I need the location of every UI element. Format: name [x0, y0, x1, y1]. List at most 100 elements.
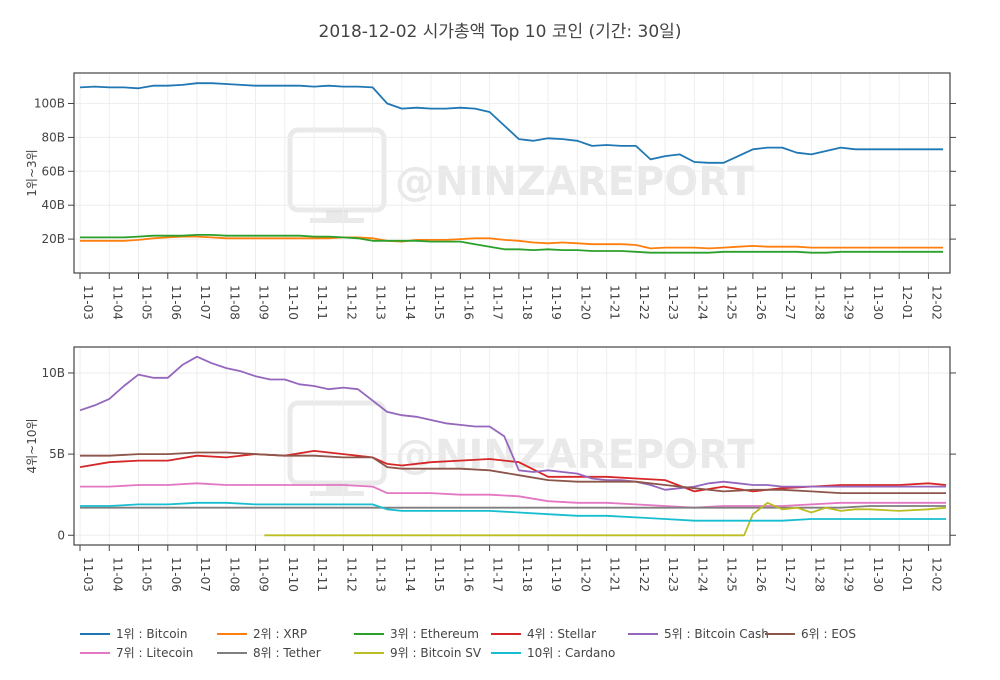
legend-item[interactable]: 6위 : EOS	[765, 627, 856, 641]
chart-title: 2018-12-02 시가총액 Top 10 코인 (기간: 30일)	[319, 22, 682, 42]
x-tick-label: 11-21	[608, 557, 622, 592]
series-line-6	[264, 501, 947, 537]
watermark-bottom: @NINZAREPORT	[287, 400, 755, 496]
x-tick-label: 11-26	[754, 285, 768, 320]
x-tick-label: 11-16	[461, 557, 475, 592]
y-tick-label: 80B	[41, 130, 65, 144]
x-tick-label: 11-07	[198, 557, 212, 592]
x-tick-label: 11-27	[783, 285, 797, 320]
x-tick-label: 11-23	[666, 557, 680, 592]
x-tick-label: 11-29	[842, 285, 856, 320]
y-tick-label: 40B	[41, 198, 65, 212]
x-tick-label: 12-02	[929, 557, 943, 592]
x-tick-label: 11-11	[315, 285, 329, 320]
x-tick-label: 11-29	[842, 557, 856, 592]
legend-label: 4위 : Stellar	[527, 627, 596, 641]
x-tick-label: 11-22	[637, 285, 651, 320]
legend: 1위 : Bitcoin 2위 : XRP 3위 : Ethereum 4위 : St…	[80, 627, 856, 660]
y-axis-label-top: 1위~3위	[25, 149, 39, 196]
plot-frame-bottom	[73, 346, 951, 546]
y-tick-label: 0	[57, 528, 65, 542]
legend-label: 10위 : Cardano	[527, 646, 615, 660]
plot-frame-top	[73, 72, 951, 274]
legend-item[interactable]: 1위 : Bitcoin	[80, 627, 188, 641]
legend-item[interactable]: 4위 : Stellar	[491, 627, 596, 641]
x-tick-label: 11-08	[227, 557, 241, 592]
x-tick-label: 11-13	[374, 285, 388, 320]
legend-item[interactable]: 3위 : Ethereum	[354, 627, 479, 641]
x-tick-label: 11-25	[725, 557, 739, 592]
x-tick-label: 11-04	[110, 557, 124, 592]
panel-top: @NINZAREPORT 11-03 11-04 11-05 11-06 11-07 11…	[25, 72, 956, 320]
legend-item[interactable]: 8위 : Tether	[217, 646, 321, 660]
y-tick-label: 100B	[34, 97, 65, 111]
x-tick-label: 11-28	[812, 557, 826, 592]
x-tick-label: 11-16	[461, 285, 475, 320]
y-tick-label: 5B	[49, 447, 65, 461]
legend-label: 7위 : Litecoin	[116, 646, 193, 660]
x-tick-label: 11-12	[344, 557, 358, 592]
x-tick-label: 11-24	[695, 285, 709, 320]
legend-label: 5위 : Bitcoin Cash	[664, 627, 769, 641]
legend-item[interactable]: 5위 : Bitcoin Cash	[628, 627, 769, 641]
x-tick-label: 11-30	[871, 557, 885, 592]
watermark-text-bottom: @NINZAREPORT	[395, 432, 755, 478]
legend-item[interactable]: 10위 : Cardano	[491, 646, 615, 660]
x-tick-label: 11-05	[140, 285, 154, 320]
x-tick-label: 11-11	[315, 557, 329, 592]
legend-label: 3위 : Ethereum	[390, 627, 479, 641]
watermark-top: @NINZAREPORT	[287, 127, 755, 223]
series-line-1	[79, 82, 944, 164]
x-tick-label: 11-19	[549, 557, 563, 592]
series-line-3	[80, 451, 946, 495]
legend-label: 8위 : Tether	[253, 646, 321, 660]
x-tick-label: 11-03	[81, 557, 95, 592]
series-line-2	[79, 355, 946, 491]
x-tick-label: 11-17	[491, 285, 505, 320]
x-tick-label: 11-18	[520, 285, 534, 320]
y-tick-label: 10B	[41, 366, 65, 380]
x-tick-label: 11-28	[812, 285, 826, 320]
x-tick-label: 11-10	[286, 557, 300, 592]
x-tick-label: 11-19	[549, 285, 563, 320]
x-tick-label: 11-20	[578, 557, 592, 592]
x-tick-label: 11-13	[374, 557, 388, 592]
x-tick-label: 11-07	[198, 285, 212, 320]
x-tick-label: 11-04	[110, 285, 124, 320]
x-tick-label: 11-18	[520, 557, 534, 592]
series-line-7	[80, 501, 946, 522]
x-tick-label: 11-24	[695, 557, 709, 592]
series-line-2	[80, 235, 944, 250]
x-tick-label: 11-12	[344, 285, 358, 320]
y-tick-label: 20B	[41, 232, 65, 246]
legend-label: 9위 : Bitcoin SV	[390, 646, 482, 660]
legend-label: 1위 : Bitcoin	[116, 627, 188, 641]
x-tick-label: 11-06	[169, 285, 183, 320]
y-axis-label-bottom: 4위~10위	[25, 418, 39, 473]
x-tick-label: 12-01	[900, 285, 914, 320]
x-tick-label: 11-10	[286, 285, 300, 320]
x-tick-label: 11-17	[491, 557, 505, 592]
x-tick-label: 11-27	[783, 557, 797, 592]
x-tick-label: 11-03	[81, 285, 95, 320]
series-line-4	[80, 482, 946, 509]
legend-item[interactable]: 7위 : Litecoin	[80, 646, 193, 660]
x-tick-label: 11-06	[169, 557, 183, 592]
series-line-3	[80, 233, 944, 254]
legend-label: 6위 : EOS	[801, 627, 856, 641]
legend-item[interactable]: 2위 : XRP	[217, 627, 307, 641]
series-line-5	[80, 505, 946, 509]
watermark-text-top: @NINZAREPORT	[395, 159, 755, 205]
x-tick-label: 11-30	[871, 285, 885, 320]
x-tick-label: 12-01	[900, 557, 914, 592]
legend-item[interactable]: 9위 : Bitcoin SV	[354, 646, 482, 660]
x-tick-label: 11-22	[637, 557, 651, 592]
x-tick-label: 11-08	[227, 285, 241, 320]
panel-bottom: @NINZAREPORT 11-03 11-04 11-05 11-06 11-07 11…	[25, 346, 956, 592]
x-tick-label: 12-02	[929, 285, 943, 320]
x-tick-label: 11-14	[403, 557, 417, 592]
x-tick-label: 11-15	[432, 557, 446, 592]
x-tick-label: 11-15	[432, 285, 446, 320]
y-tick-label: 60B	[41, 164, 65, 178]
